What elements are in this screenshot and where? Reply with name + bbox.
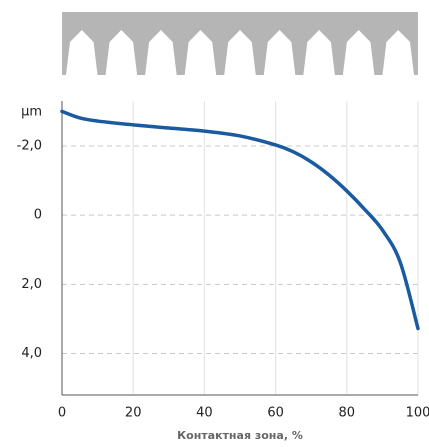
x-tick-label: 100 xyxy=(406,406,429,421)
y-axis-label: µm xyxy=(21,105,42,120)
data-line xyxy=(60,109,420,331)
y-tick-label: 4,0 xyxy=(21,346,42,361)
gear-profile xyxy=(62,12,418,75)
y-tick-label: 0 xyxy=(34,208,42,223)
x-tick-label: 20 xyxy=(125,406,142,421)
x-axis-label: Контактная зона, % xyxy=(177,429,303,442)
x-tick-label: 0 xyxy=(58,406,66,421)
x-tick-label: 60 xyxy=(267,406,284,421)
y-tick-label: -2,0 xyxy=(17,138,42,153)
y-tick-label: 2,0 xyxy=(21,277,42,292)
x-tick-label: 40 xyxy=(196,406,213,421)
x-tick-label: 80 xyxy=(339,406,356,421)
